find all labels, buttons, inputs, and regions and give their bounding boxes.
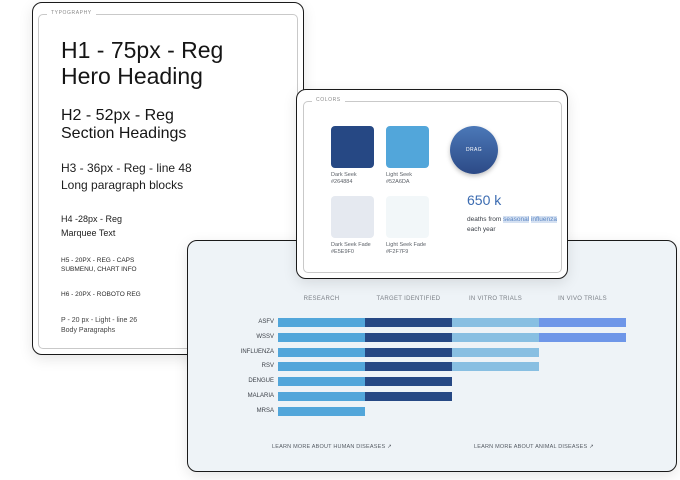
swatch-hex: #264884 xyxy=(331,179,353,185)
stage-header: IN VITRO TRIALS xyxy=(468,296,523,302)
stage-header: RESEARCH xyxy=(303,296,340,302)
progress-bar-segment xyxy=(365,318,452,327)
swatch-hex: #F2F7F9 xyxy=(386,249,409,255)
progress-bar-segment xyxy=(365,332,452,342)
h4-sample-line1: H4 -28px - Reg xyxy=(61,214,123,224)
swatch-light-seek-fade xyxy=(386,196,429,238)
row-label: MRSA xyxy=(256,407,274,414)
swatch-dark-seek-label: Dark Seek #264884 xyxy=(331,172,357,186)
human-diseases-link[interactable]: LEARN MORE ABOUT HUMAN DISEASES ↗ xyxy=(272,444,392,450)
h1-sample-line2: Hero Heading xyxy=(61,63,203,89)
swatch-name: Light Seek Fade xyxy=(386,242,427,248)
progress-bar-segment xyxy=(278,318,365,327)
row-label: DENGUE xyxy=(248,378,274,385)
progress-bar-segment xyxy=(278,392,365,401)
swatch-name: Dark Seek Fade xyxy=(331,242,371,248)
progress-bar-segment xyxy=(452,332,539,342)
human-diseases-link-label: LEARN MORE ABOUT HUMAN DISEASES xyxy=(272,444,386,450)
h6-sample: H6 - 20PX - ROBOTO REG xyxy=(61,291,141,298)
colors-panel: COLORS xyxy=(303,97,562,273)
stat-caption-prefix: deaths from xyxy=(467,216,504,223)
progress-bar-segment xyxy=(452,318,539,327)
colors-section-label: COLORS xyxy=(312,97,345,103)
row-label: INFLUENZA xyxy=(240,348,274,355)
row-label: RSV xyxy=(261,363,274,370)
row-label: MALARIA xyxy=(247,393,274,399)
swatch-dark-seek xyxy=(331,126,374,168)
arrow-up-right-icon: ↗ xyxy=(589,444,594,450)
stage-header: IN VIVO TRIALS xyxy=(558,296,607,302)
animal-diseases-link-label: LEARN MORE ABOUT ANIMAL DISEASES xyxy=(474,444,588,450)
stage-header: TARGET IDENTIFIED xyxy=(376,296,441,302)
drag-handle-button[interactable]: DRAG xyxy=(450,126,498,174)
stat-highlight-seasonal: seasonal xyxy=(503,216,530,223)
progress-bar-segment xyxy=(278,362,365,372)
progress-bar-segment xyxy=(365,377,452,387)
swatch-hex: #52A6DA xyxy=(386,179,410,185)
h5-sample-line1: H5 - 20PX - REG - CAPS xyxy=(61,257,135,264)
paragraph-sample-line1: P - 20 px - Light - line 26 xyxy=(61,317,138,324)
swatch-light-seek xyxy=(386,126,429,168)
colors-card: COLORS Dark Seek #264884 Light Seek #52A… xyxy=(296,89,568,279)
progress-bar-segment xyxy=(278,377,365,387)
swatch-dark-seek-fade xyxy=(331,196,374,238)
progress-bar-segment xyxy=(365,362,452,372)
progress-bar-segment xyxy=(539,332,626,342)
progress-bar-segment xyxy=(278,406,365,416)
paragraph-sample-line2: Body Paragraphs xyxy=(61,327,116,334)
h3-sample-line1: H3 - 36px - Reg - line 48 xyxy=(61,161,192,175)
stat-highlight-influenza: influenza xyxy=(530,216,558,223)
h1-sample-line1: H1 - 75px - Reg xyxy=(61,37,224,63)
typography-section-label: TYPOGRAPHY xyxy=(47,10,96,16)
typography-card: TYPOGRAPHY H1 - 75px - Reg Hero Heading … xyxy=(32,2,304,355)
progress-bar-segment xyxy=(452,362,539,372)
stat-caption-suffix: each year xyxy=(467,226,496,233)
progress-bar-segment xyxy=(452,347,539,357)
stat-value: 650 k xyxy=(467,192,502,208)
animal-diseases-link[interactable]: LEARN MORE ABOUT ANIMAL DISEASES ↗ xyxy=(474,444,594,450)
row-label: ASFV xyxy=(258,319,274,325)
progress-bar-segment xyxy=(365,392,452,401)
stat-caption: deaths from seasonal influenza each year xyxy=(467,215,558,235)
h2-sample-line1: H2 - 52px - Reg xyxy=(61,107,174,124)
h5-sample-line2: SUBMENU, CHART INFO xyxy=(61,266,137,273)
progress-bar-segment xyxy=(365,347,452,357)
swatch-dark-seek-fade-label: Dark Seek Fade #E5E9F0 xyxy=(331,242,371,256)
progress-bar-segment xyxy=(539,318,626,327)
progress-bar-segment xyxy=(278,332,365,342)
swatch-name: Light Seek xyxy=(386,172,412,178)
swatch-light-seek-label: Light Seek #52A6DA xyxy=(386,172,412,186)
swatch-hex: #E5E9F0 xyxy=(331,249,354,255)
swatch-name: Dark Seek xyxy=(331,172,357,178)
arrow-up-right-icon: ↗ xyxy=(387,444,392,450)
h2-sample-line2: Section Headings xyxy=(61,125,187,142)
row-label: WSSV xyxy=(256,333,274,340)
swatch-light-seek-fade-label: Light Seek Fade #F2F7F9 xyxy=(386,242,426,256)
h3-sample-line2: Long paragraph blocks xyxy=(61,178,184,192)
h4-sample-line2: Marquee Text xyxy=(61,228,116,238)
progress-bar-segment xyxy=(278,347,365,357)
